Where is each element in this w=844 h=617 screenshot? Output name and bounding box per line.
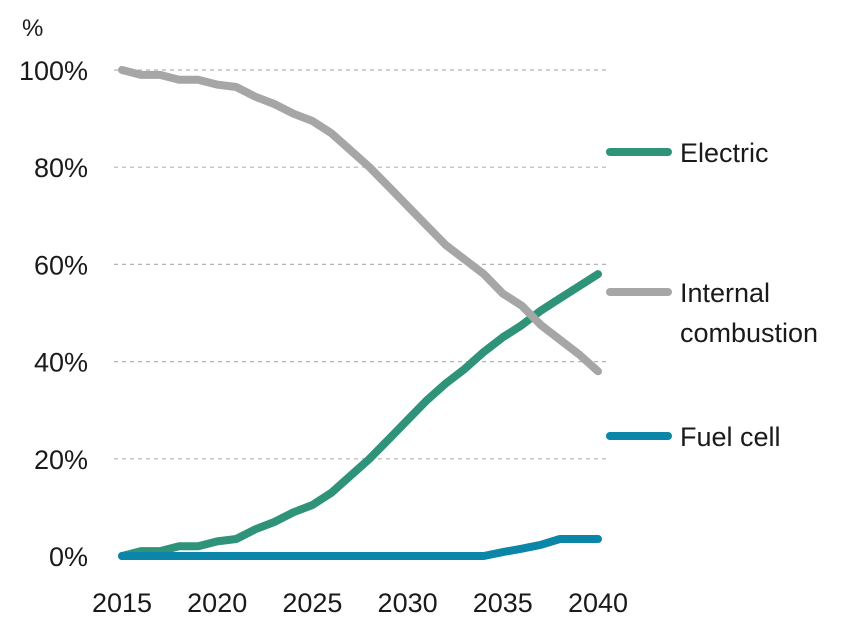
y-tick-label: 40% [34,348,88,378]
legend-label-fuel-cell: Fuel cell [680,422,781,452]
y-tick-label: 60% [34,250,88,280]
gridlines [114,69,608,460]
y-axis-ticks: 0% 20% 40% 60% 80% 100% [19,56,88,572]
legend-label-internal-combustion: Internal [680,278,770,308]
x-tick-label: 2030 [378,588,438,617]
x-tick-label: 2020 [187,588,247,617]
y-tick-label: 0% [49,542,88,572]
y-axis-unit-label: % [22,15,43,42]
legend-label-electric: Electric [680,138,769,168]
x-tick-label: 2015 [92,588,152,617]
legend: Electric Internal combustion Fuel cell [606,138,818,452]
series-line-fuel-cell [118,535,602,560]
x-axis-ticks: 2015 2020 2025 2030 2035 2040 [92,588,628,617]
x-tick-label: 2040 [568,588,628,617]
y-tick-label: 80% [34,153,88,183]
legend-label-internal-combustion: combustion [680,318,818,348]
x-tick-label: 2035 [473,588,533,617]
y-tick-label: 100% [19,56,88,86]
series-line-internal-combustion [118,66,602,376]
x-tick-label: 2025 [282,588,342,617]
y-tick-label: 20% [34,445,88,475]
series-line-electric [118,270,602,560]
series-lines [118,66,602,560]
